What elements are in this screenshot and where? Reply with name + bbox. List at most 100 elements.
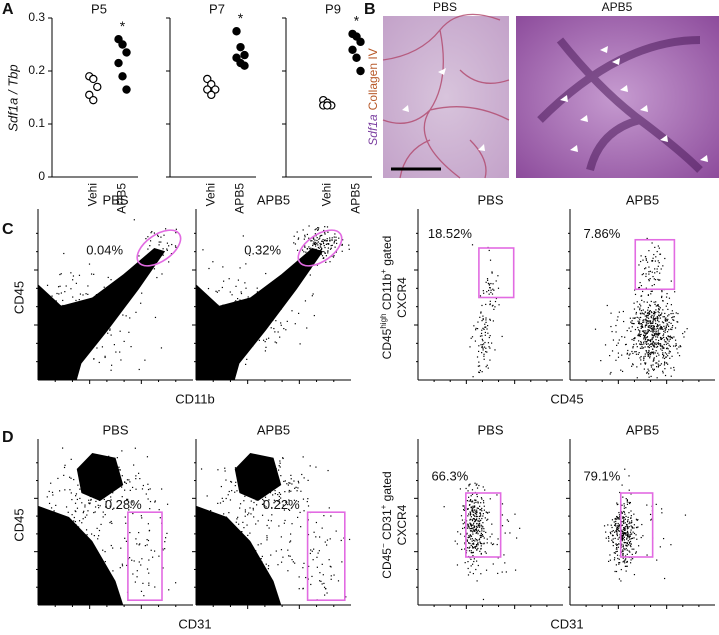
event-dot	[645, 353, 646, 354]
event-dot	[248, 567, 249, 568]
event-dot	[470, 538, 471, 539]
event-dot	[281, 562, 282, 563]
event-dot	[324, 594, 325, 595]
event-dot	[463, 505, 464, 506]
event-dot	[624, 469, 625, 470]
event-dot	[248, 571, 249, 572]
event-dot	[649, 280, 650, 281]
event-dot	[649, 357, 650, 358]
event-dot	[653, 341, 654, 342]
event-dot	[313, 559, 314, 560]
event-dot	[61, 292, 62, 293]
event-dot	[67, 542, 68, 543]
event-dot	[491, 342, 492, 343]
event-dot	[75, 551, 76, 552]
event-dot	[65, 544, 66, 545]
event-dot	[478, 565, 479, 566]
event-dot	[645, 334, 646, 335]
event-dot	[161, 347, 162, 348]
event-dot	[59, 582, 60, 583]
event-dot	[245, 511, 246, 512]
event-dot	[647, 238, 648, 239]
event-dot	[235, 300, 236, 301]
event-dot	[641, 537, 642, 538]
event-dot	[254, 325, 255, 326]
event-dot	[83, 518, 84, 519]
event-dot	[234, 301, 235, 302]
event-dot	[256, 504, 257, 505]
event-dot	[89, 339, 90, 340]
event-dot	[317, 255, 318, 256]
event-dot	[232, 552, 233, 553]
event-dot	[79, 574, 80, 575]
event-dot	[497, 544, 498, 545]
y-axis-label: CD45	[11, 281, 26, 314]
event-dot	[117, 307, 118, 308]
event-dot	[653, 352, 654, 353]
event-dot	[473, 325, 474, 326]
event-dot	[314, 240, 315, 241]
event-dot	[658, 315, 659, 316]
event-dot	[653, 325, 654, 326]
event-dot	[665, 341, 666, 342]
event-dot	[493, 543, 494, 544]
event-dot	[630, 322, 631, 323]
event-dot	[476, 484, 477, 485]
event-dot	[107, 333, 108, 334]
event-dot	[54, 510, 55, 511]
event-dot	[297, 517, 298, 518]
event-dot	[99, 530, 100, 531]
gate-percent: 79.1%	[583, 468, 620, 483]
y-tick-label: 0	[38, 169, 45, 183]
event-dot	[486, 570, 487, 571]
event-dot	[653, 317, 654, 318]
event-dot	[480, 512, 481, 513]
event-dot	[43, 549, 44, 550]
event-dot	[255, 550, 256, 551]
event-dot	[651, 316, 652, 317]
event-dot	[164, 541, 165, 542]
data-dot	[94, 83, 101, 90]
event-dot	[94, 597, 95, 598]
event-dot	[235, 286, 236, 287]
event-dot	[69, 477, 70, 478]
event-dot	[83, 546, 84, 547]
event-dot	[210, 526, 211, 527]
event-dot	[143, 595, 144, 596]
event-dot	[478, 362, 479, 363]
event-dot	[662, 338, 663, 339]
event-dot	[464, 527, 465, 528]
event-dot	[109, 293, 110, 294]
event-dot	[125, 523, 126, 524]
event-dot	[51, 295, 52, 296]
event-dot	[225, 479, 226, 480]
event-dot	[467, 490, 468, 491]
event-dot	[230, 560, 231, 561]
event-dot	[629, 526, 630, 527]
event-dot	[86, 334, 87, 335]
event-dot	[471, 510, 472, 511]
event-dot	[71, 459, 72, 460]
event-dot	[290, 475, 291, 476]
event-dot	[268, 291, 269, 292]
event-dot	[110, 279, 111, 280]
event-dot	[659, 248, 660, 249]
event-dot	[62, 300, 63, 301]
event-dot	[93, 299, 94, 300]
event-dot	[75, 521, 76, 522]
event-dot	[278, 331, 279, 332]
event-dot	[349, 249, 350, 250]
event-dot	[610, 326, 611, 327]
event-dot	[224, 468, 225, 469]
event-dot	[482, 328, 483, 329]
event-dot	[229, 556, 230, 557]
event-dot	[649, 325, 650, 326]
data-dot	[119, 73, 126, 80]
event-dot	[79, 498, 80, 499]
event-dot	[312, 551, 313, 552]
event-dot	[677, 352, 678, 353]
event-dot	[474, 516, 475, 517]
event-dot	[619, 312, 620, 313]
y-axis-label: CXCR4	[395, 277, 409, 318]
event-dot	[52, 562, 53, 563]
